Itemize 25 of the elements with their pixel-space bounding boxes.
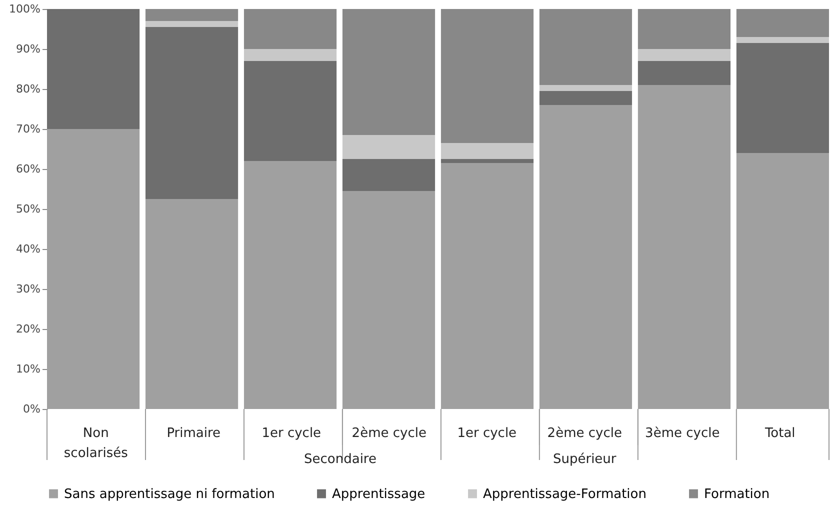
- text: Supérieur: [552, 452, 617, 467]
- x-tick-label: 1er cycle: [457, 426, 517, 441]
- y-tick-label: 0%: [23, 402, 40, 416]
- legend-label: Sans apprentissage ni formation: [64, 486, 275, 502]
- x-tick-label: Total: [764, 426, 796, 441]
- y-tick-label: 70%: [16, 122, 40, 136]
- x-tick-label: 2ème cycle: [547, 426, 622, 441]
- x-tick-label: 3ème cycle: [645, 426, 720, 441]
- y-tick-label: 100%: [9, 2, 40, 16]
- y-tick-label: 30%: [16, 282, 40, 296]
- x-tick-label: Non scolarisés: [64, 426, 128, 461]
- y-tick-label: 80%: [16, 82, 40, 96]
- y-tick-label: 20%: [16, 322, 40, 336]
- y-tick-label: 60%: [16, 162, 40, 176]
- x-tick-label: 1er cycle: [262, 426, 322, 441]
- y-tick-label: 50%: [16, 202, 40, 216]
- y-tick-label: 10%: [16, 362, 40, 376]
- legend-label: Apprentissage: [332, 486, 426, 502]
- legend-label: Apprentissage-Formation: [483, 486, 646, 502]
- x-tick-label: 2ème cycle: [352, 426, 426, 441]
- y-tick-label: 90%: [16, 42, 40, 56]
- legend-label: Formation: [704, 486, 770, 502]
- x-tick-label: Primaire: [166, 426, 221, 441]
- text: Secondaire: [304, 452, 376, 467]
- y-tick-label: 40%: [16, 242, 40, 256]
